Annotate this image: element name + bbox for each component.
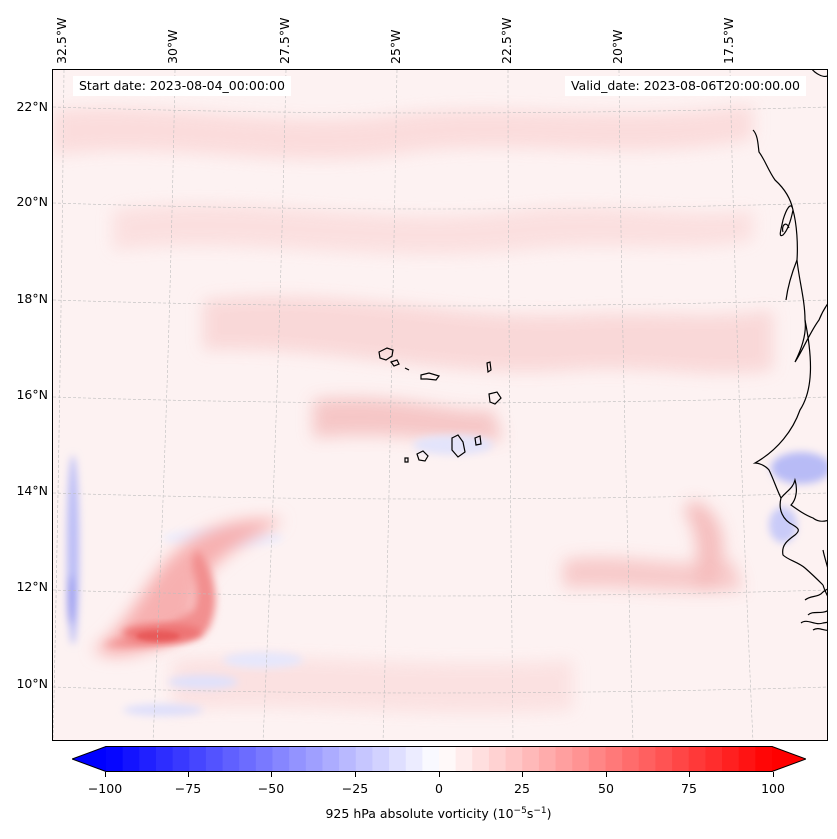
island-sao-nicolau: [420, 372, 440, 381]
colorbar-tickmark: [105, 772, 106, 777]
lat-label-22n: 22°N: [16, 99, 48, 114]
colorbar-tick-label: 75: [681, 781, 697, 796]
graticule: [53, 70, 827, 740]
cape-verde-islands: [378, 347, 502, 463]
colorbar-segment: [106, 746, 124, 772]
colorbar-extend-min: [72, 746, 106, 772]
negative-vorticity-regions: [67, 435, 827, 716]
colorbar-tick-label: −75: [174, 781, 202, 796]
colorbar-segment: [472, 746, 490, 772]
colorbar-segment: [122, 746, 140, 772]
colorbar-tick-label: 100: [761, 781, 785, 796]
colorbar-segment: [222, 746, 240, 772]
lat-label-14n: 14°N: [16, 483, 48, 498]
colorbar-segment: [205, 746, 224, 772]
colorbar-segment: [255, 746, 274, 772]
colorbar-label: 925 hPa absolute vorticity (10−5s−1): [325, 806, 552, 822]
colorbar-tickmark: [271, 772, 272, 777]
positive-vorticity-bands: [53, 105, 773, 713]
colorbar-segment: [688, 746, 706, 772]
colorbar-segment: [189, 746, 207, 772]
colorbar-tickmark: [522, 772, 523, 777]
colorbar-tick-label: −100: [87, 781, 123, 796]
colorbar-tickmark: [606, 772, 607, 777]
island-sao-vicente: [390, 359, 400, 367]
colorbar-segment: [339, 746, 357, 772]
island-santo-antao: [378, 347, 394, 361]
map-panel[interactable]: [52, 69, 828, 741]
colorbar-segment: [655, 746, 673, 772]
island-santiago: [451, 434, 466, 458]
colorbar-segment: [405, 746, 423, 772]
lon-label-25w: 25°W: [388, 29, 403, 64]
valid-date-label: Valid_date: 2023-08-06T20:00:00.00: [564, 76, 806, 96]
lat-label-10n: 10°N: [16, 676, 48, 691]
colorbar-segment: [722, 746, 740, 772]
vortex-feature: [93, 519, 283, 656]
colorbar-segment: [505, 746, 523, 772]
colorbar-tick-label: 0: [435, 781, 443, 796]
colorbar-segment: [272, 746, 290, 772]
lon-label-27-5w: 27.5°W: [277, 17, 292, 64]
lat-label-18n: 18°N: [16, 291, 48, 306]
colorbar-segment: [705, 746, 723, 772]
island-maio: [474, 435, 482, 446]
colorbar-segment: [638, 746, 657, 772]
lat-label-12n: 12°N: [16, 579, 48, 594]
colorbar-segment: [389, 746, 407, 772]
lon-label-22-5w: 22.5°W: [499, 17, 514, 64]
island-fogo: [416, 450, 429, 462]
colorbar-tickmark: [355, 772, 356, 777]
colorbar-segment: [372, 746, 390, 772]
island-sal: [486, 361, 492, 374]
colorbar-extend-max: [772, 746, 806, 772]
colorbar-tickmark: [439, 772, 440, 777]
colorbar-tick-label: 25: [514, 781, 530, 796]
colorbar-segment: [555, 746, 573, 772]
colorbar-segment: [572, 746, 590, 772]
colorbar-segment: [289, 746, 307, 772]
island-brava: [404, 457, 409, 463]
colorbar-segment: [672, 746, 690, 772]
start-date-label: Start date: 2023-08-04_00:00:00: [73, 76, 291, 96]
colorbar-segment: [355, 746, 373, 772]
island-boa-vista: [488, 391, 502, 405]
colorbar-tickmark: [689, 772, 690, 777]
lon-label-20w: 20°W: [610, 29, 625, 64]
colorbar-segment: [439, 746, 457, 772]
colorbar-tickmark: [773, 772, 774, 777]
colorbar-tick-label: 50: [598, 781, 614, 796]
lon-label-30w: 30°W: [165, 29, 180, 64]
colorbar-segment: [588, 746, 607, 772]
colorbar-segment: [738, 746, 756, 772]
colorbar-segment: [155, 746, 174, 772]
colorbar-segment: [455, 746, 473, 772]
colorbar-tick-label: −25: [341, 781, 369, 796]
colorbar-segment: [488, 746, 507, 772]
island-santa-luzia: [404, 367, 410, 371]
african-coastline: [752, 70, 827, 631]
colorbar: [72, 746, 806, 772]
colorbar-outline: [72, 746, 806, 772]
colorbar-segment: [755, 746, 773, 772]
colorbar-segment: [538, 746, 557, 772]
colorbar-tickmark: [188, 772, 189, 777]
colorbar-segment: [139, 746, 157, 772]
colorbar-segment: [622, 746, 640, 772]
colorbar-tick-label: −50: [257, 781, 285, 796]
colorbar-segment: [172, 746, 190, 772]
lon-label-32-5w: 32.5°W: [54, 17, 69, 64]
colorbar-segment: [422, 746, 440, 772]
colorbar-segment: [522, 746, 540, 772]
vorticity-map: [53, 70, 827, 740]
colorbar-segment: [322, 746, 340, 772]
lat-label-16n: 16°N: [16, 387, 48, 402]
colorbar-segment: [605, 746, 623, 772]
colorbar-segment: [305, 746, 324, 772]
lat-label-20n: 20°N: [16, 194, 48, 209]
colorbar-segment: [239, 746, 257, 772]
lon-label-17-5w: 17.5°W: [721, 17, 736, 64]
